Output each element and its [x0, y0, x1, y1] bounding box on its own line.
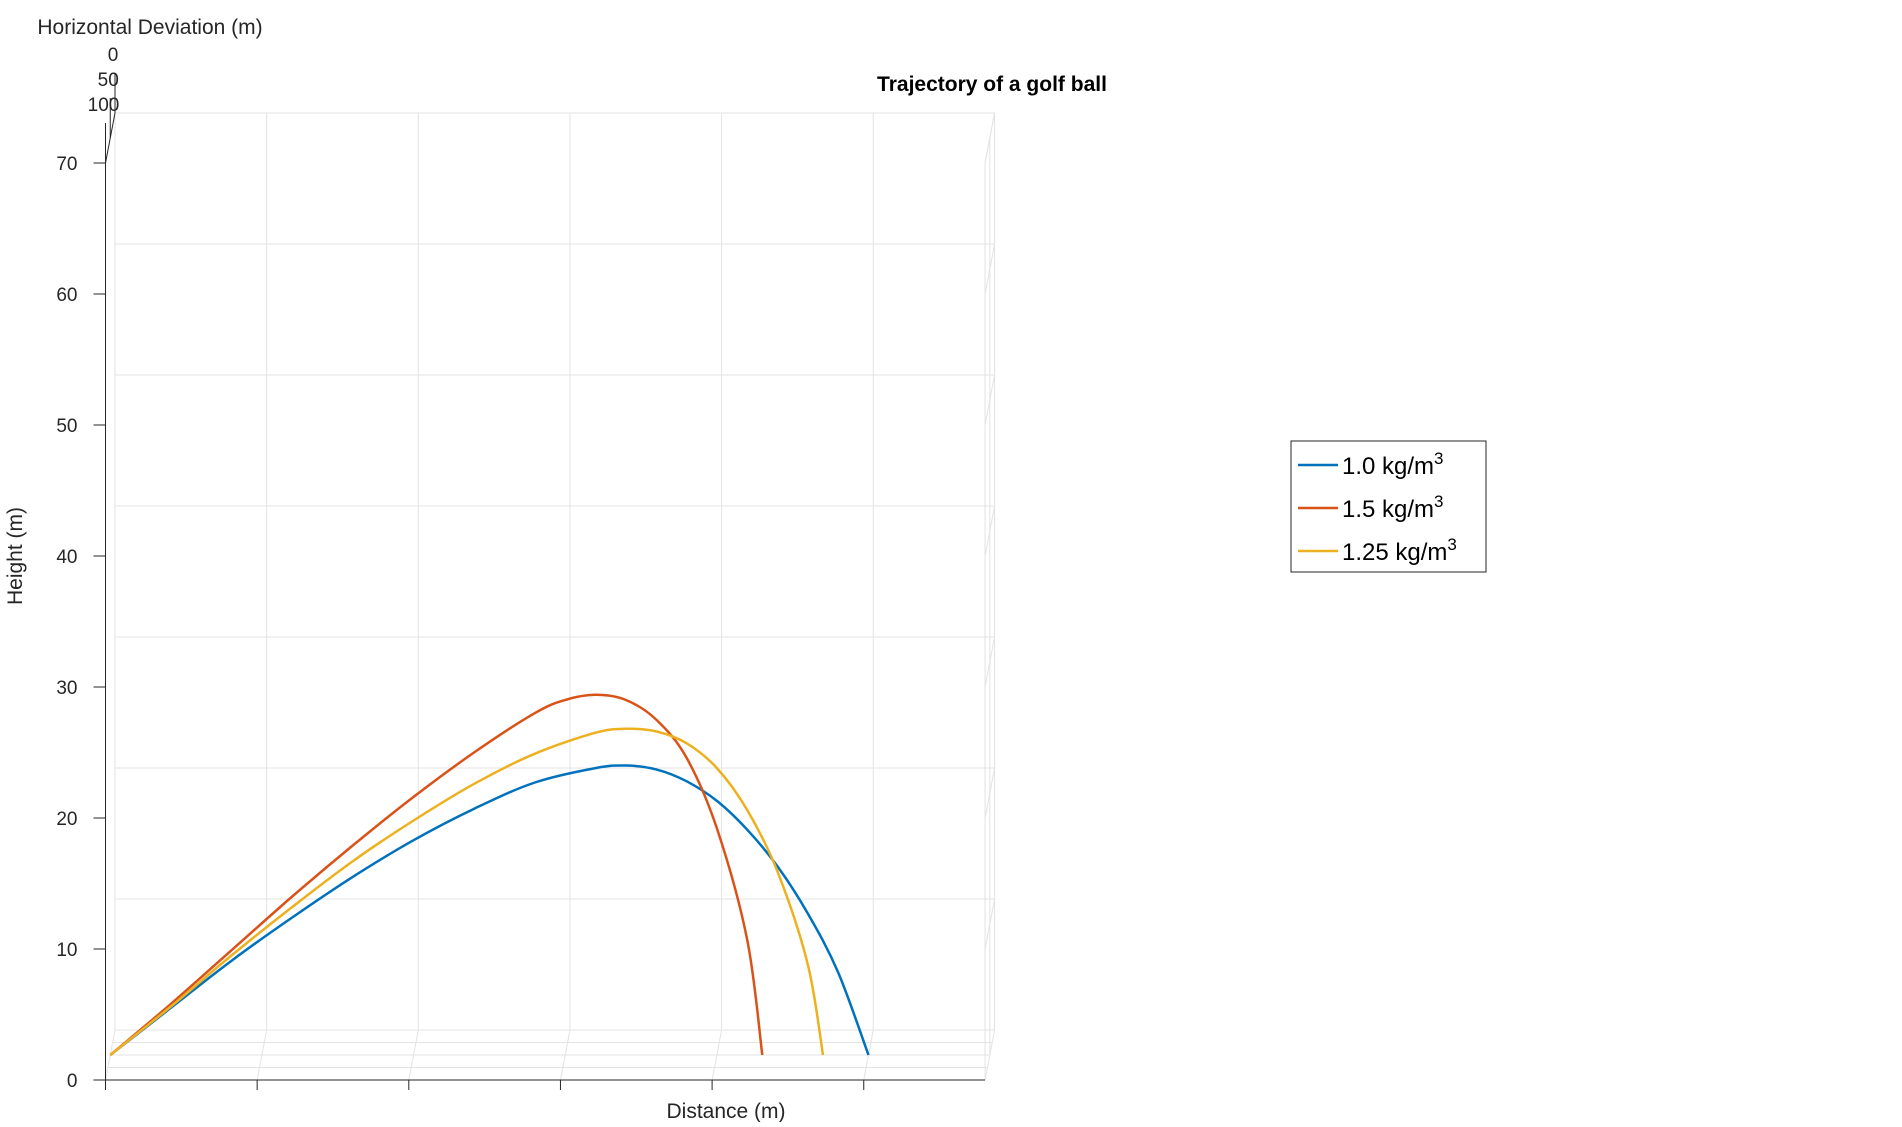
z-tick-label: 70	[56, 154, 77, 175]
z-axis-label: Height (m)	[4, 507, 27, 605]
z-tick-label: 50	[56, 416, 77, 437]
grid-line	[984, 374, 996, 426]
z-tick-label: 60	[56, 285, 77, 306]
chart-title: Trajectory of a golf ball	[877, 73, 1107, 96]
legend-items: 1.0 kg/m3 1.5 kg/m3 1.25 kg/m3	[1298, 449, 1457, 566]
z-tick-label: 10	[56, 940, 77, 961]
z-tick-label: 40	[56, 547, 77, 568]
y-tick-label: 50	[98, 70, 119, 91]
z-tick-label: 0	[67, 1071, 78, 1092]
grid-line	[984, 505, 996, 557]
grid-line	[984, 243, 996, 295]
grid-line	[984, 898, 996, 950]
x-axis-label: Distance (m)	[666, 1100, 785, 1122]
grid-line	[984, 767, 996, 819]
series-layer	[109, 693, 870, 1056]
grid-layer	[105, 112, 996, 1081]
y-tick-label: 100	[88, 95, 120, 116]
tick-labels: 050100150200250010203040506070100500	[56, 45, 879, 1127]
series-line-2	[109, 693, 764, 1056]
y-tick-label: 0	[108, 45, 119, 66]
legend-label-3: 1.25 kg/m3	[1342, 535, 1457, 566]
z-tick-label: 20	[56, 809, 77, 830]
y-axis-label: Horizontal Deviation (m)	[37, 16, 262, 39]
legend-label-1: 1.0 kg/m3	[1342, 449, 1444, 480]
axis-layer	[93, 73, 986, 1090]
grid-line	[984, 636, 996, 688]
z-tick-label: 30	[56, 678, 77, 699]
legend[interactable]: 1.0 kg/m3 1.5 kg/m3 1.25 kg/m3	[1290, 440, 1487, 573]
series-line-3	[109, 727, 825, 1056]
series-line-1	[109, 764, 870, 1056]
legend-label-2: 1.5 kg/m3	[1342, 492, 1444, 523]
